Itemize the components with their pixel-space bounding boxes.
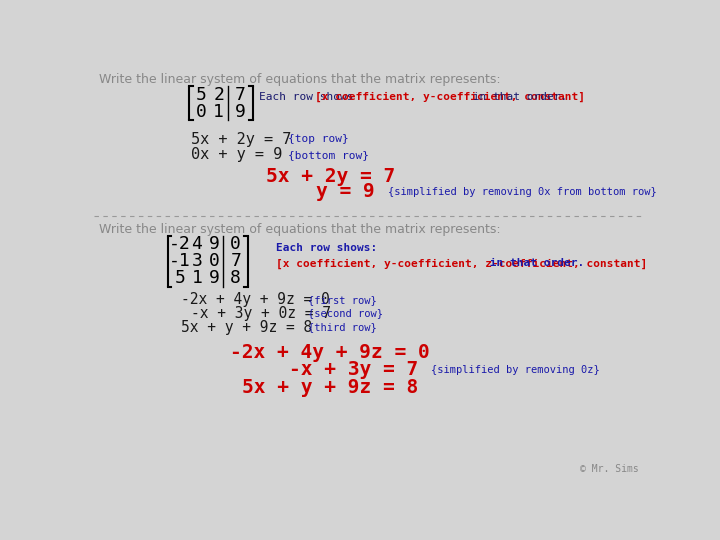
Text: -2: -2 (169, 235, 191, 253)
Text: Each row shows: Each row shows (259, 92, 360, 102)
Text: [x coefficient, y-coefficient, constant]: [x coefficient, y-coefficient, constant] (315, 92, 585, 102)
Text: -1: -1 (169, 252, 191, 270)
Text: 7: 7 (235, 86, 246, 104)
Text: Write the linear system of equations that the matrix represents:: Write the linear system of equations tha… (99, 72, 501, 85)
Text: {bottom row}: {bottom row} (287, 150, 369, 160)
Text: 7: 7 (230, 252, 241, 270)
Text: 9: 9 (209, 235, 220, 253)
Text: -2x + 4y + 9z = 0: -2x + 4y + 9z = 0 (181, 292, 330, 307)
Text: {top row}: {top row} (287, 134, 348, 145)
Text: 5x + y + 9z = 8: 5x + y + 9z = 8 (242, 378, 418, 397)
Text: {first row}: {first row} (307, 295, 377, 305)
Text: 5x + 2y = 7: 5x + 2y = 7 (191, 132, 291, 147)
Text: 5x + 2y = 7: 5x + 2y = 7 (266, 167, 395, 186)
Text: [x coefficient, y-coefficient, z-coefficient, constant]: [x coefficient, y-coefficient, z-coeffic… (276, 258, 647, 268)
Text: 0: 0 (209, 252, 220, 270)
Text: 5: 5 (174, 269, 185, 287)
Text: 9: 9 (235, 103, 246, 121)
Text: -2x + 4y + 9z = 0: -2x + 4y + 9z = 0 (230, 342, 430, 361)
Text: y = 9: y = 9 (316, 183, 375, 201)
Text: 0: 0 (196, 103, 207, 121)
Text: in that order.: in that order. (482, 259, 584, 268)
Text: 0: 0 (230, 235, 241, 253)
Text: {third row}: {third row} (307, 322, 377, 332)
Text: {simplified by removing 0x from bottom row}: {simplified by removing 0x from bottom r… (388, 187, 657, 197)
Text: 2: 2 (213, 86, 224, 104)
Text: Write the linear system of equations that the matrix represents:: Write the linear system of equations tha… (99, 222, 501, 235)
Text: 5: 5 (196, 86, 207, 104)
Text: 4: 4 (192, 235, 202, 253)
Text: 5x + y + 9z = 8: 5x + y + 9z = 8 (181, 320, 312, 335)
Text: 8: 8 (230, 269, 241, 287)
Text: 3: 3 (192, 252, 202, 270)
Text: 1: 1 (213, 103, 224, 121)
Text: -x + 3y = 7: -x + 3y = 7 (289, 360, 418, 379)
Text: 1: 1 (192, 269, 202, 287)
Text: {second row}: {second row} (307, 308, 383, 319)
Text: © Mr. Sims: © Mr. Sims (580, 464, 639, 475)
Text: -x + 3y + 0z = 7: -x + 3y + 0z = 7 (191, 306, 330, 321)
Text: {simplified by removing 0z}: {simplified by removing 0z} (431, 364, 600, 375)
Text: in that order.: in that order. (466, 92, 567, 102)
Text: Each row shows:: Each row shows: (276, 243, 377, 253)
Text: 0x + y = 9: 0x + y = 9 (191, 147, 282, 163)
Text: 9: 9 (209, 269, 220, 287)
